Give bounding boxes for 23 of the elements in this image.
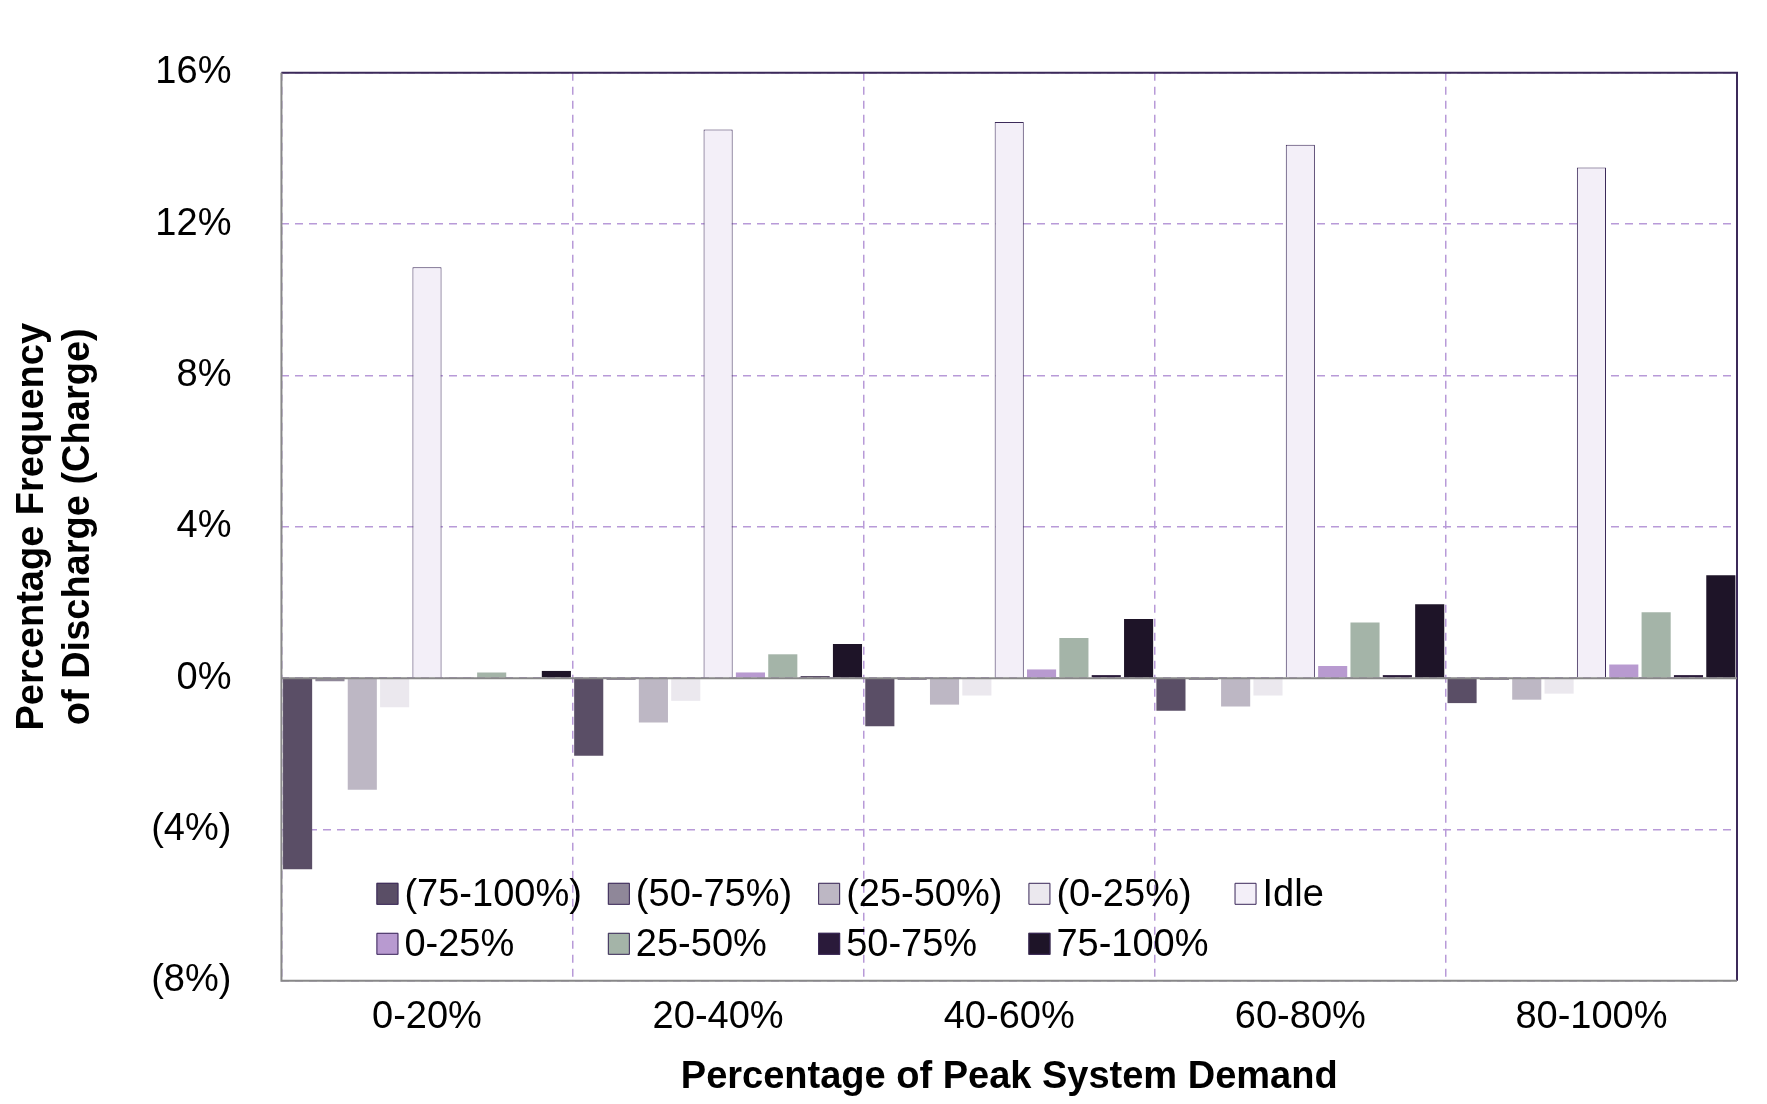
x-tick-label: 80-100% <box>1515 994 1668 1037</box>
y-tick-label: 0% <box>176 654 232 697</box>
y-tick-label: 8% <box>176 351 232 394</box>
x-tick-label: 40-60% <box>943 994 1075 1037</box>
legend-label: (25-50%) <box>846 872 1003 915</box>
y-tick-label: 12% <box>155 200 232 243</box>
legend-label: 75-100% <box>1056 922 1209 965</box>
y-axis-title: Percentage Frequency of Discharge (Charge) <box>9 323 97 731</box>
legend-label: 50-75% <box>846 922 978 965</box>
y-tick-label: (4%) <box>151 805 232 848</box>
x-tick-label: 60-80% <box>1234 994 1366 1037</box>
legend-label: 0-25% <box>404 922 515 965</box>
y-tick-label: 16% <box>155 49 232 92</box>
y-tick-label: (8%) <box>151 957 232 1000</box>
legend-label: (50-75%) <box>635 872 793 915</box>
x-axis-title: Percentage of Peak System Demand <box>680 1053 1338 1096</box>
legend-label: (0-25%) <box>1056 872 1192 915</box>
legend-label: (75-100%) <box>404 872 582 915</box>
x-tick-label: 0-20% <box>372 994 482 1037</box>
legend-label: 25-50% <box>635 922 767 965</box>
x-tick-label: 20-40% <box>652 994 784 1037</box>
y-tick-label: 4% <box>176 503 232 546</box>
legend-label: Idle <box>1262 872 1324 915</box>
